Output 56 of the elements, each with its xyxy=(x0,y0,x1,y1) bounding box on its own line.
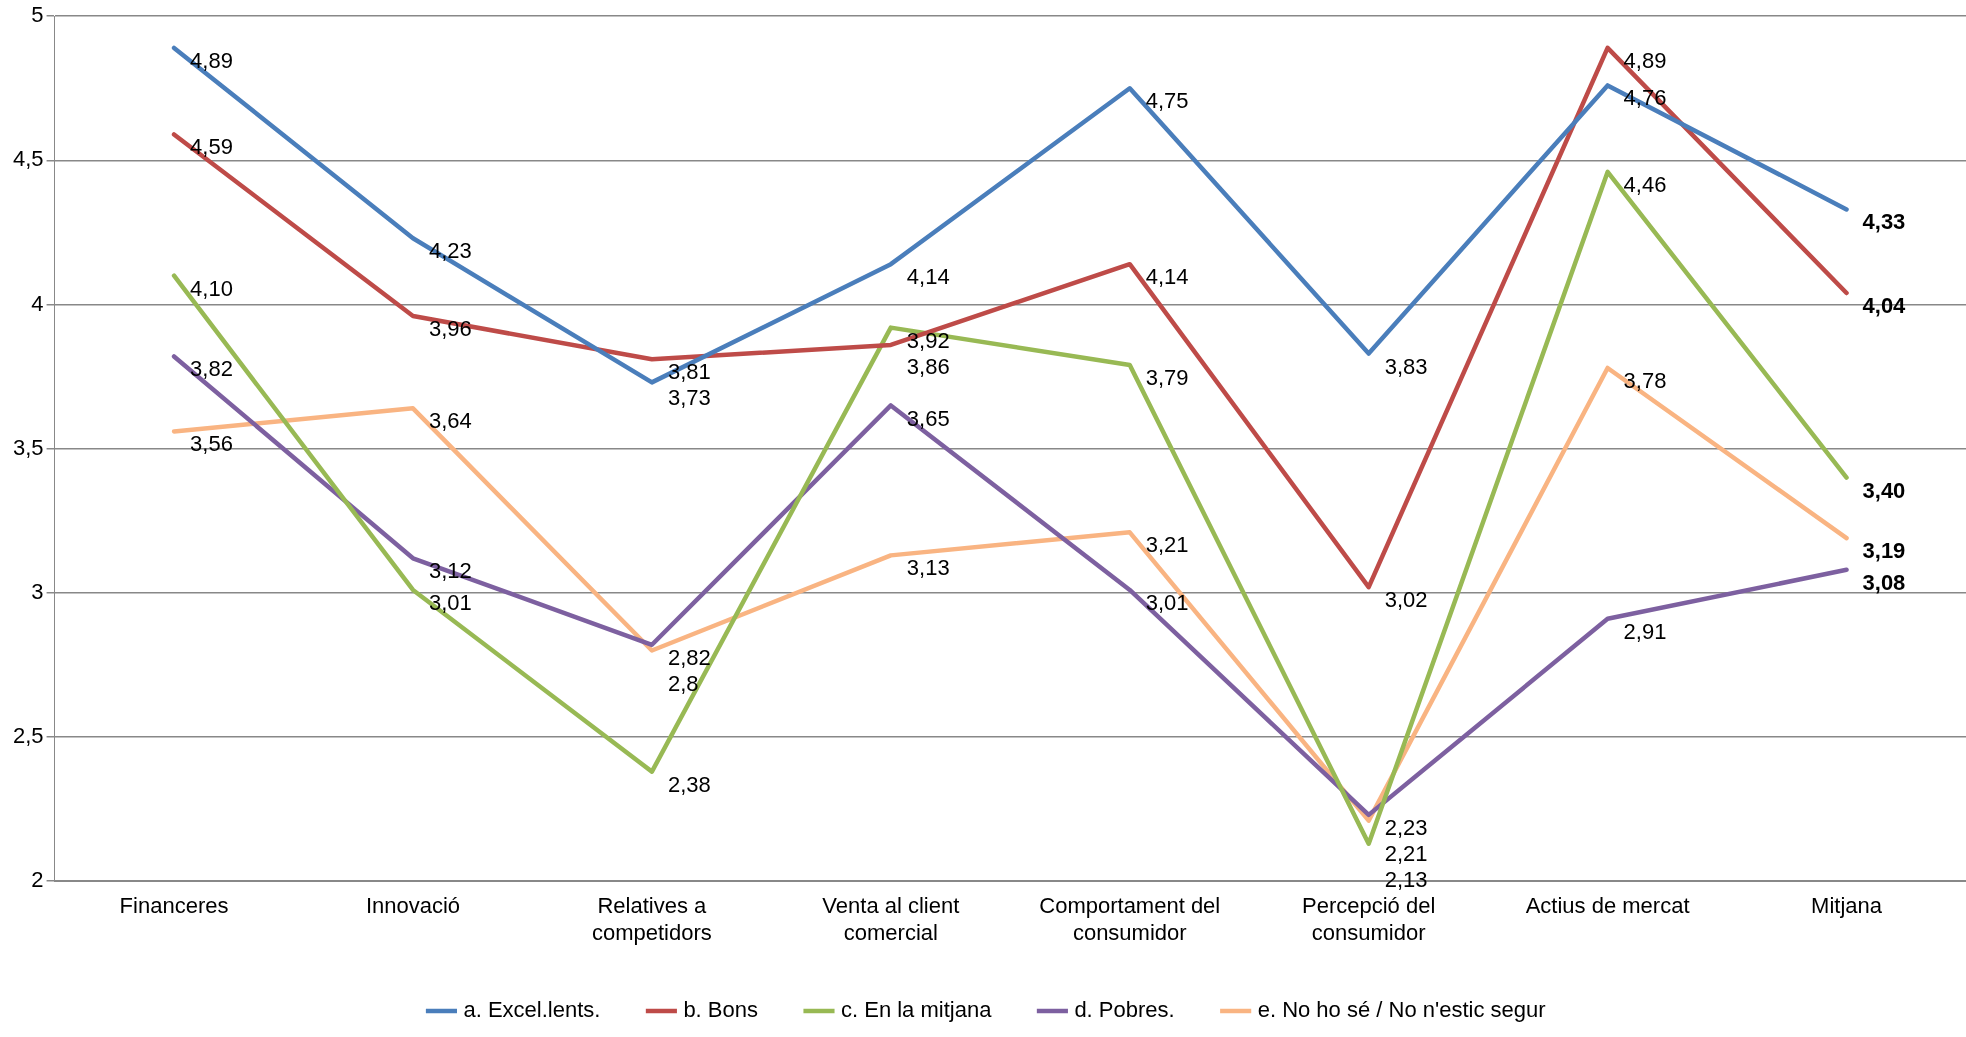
data-label: 4,89 xyxy=(190,47,233,73)
x-tick-label: Venta al client comercial xyxy=(822,893,960,945)
x-tick-label: Comportament del consumidor xyxy=(1039,893,1221,945)
y-tick-label: 3,5 xyxy=(12,434,44,460)
data-label: 4,14 xyxy=(906,264,950,290)
data-label: 2,8 xyxy=(667,670,699,696)
x-tick-label: Financeres xyxy=(119,893,229,919)
data-label: 3,65 xyxy=(906,405,950,431)
data-label: 4,75 xyxy=(1145,88,1189,114)
x-tick-label: Innovació xyxy=(365,893,461,919)
legend-label: b. Bons xyxy=(683,997,758,1023)
y-tick-label: 5 xyxy=(31,2,44,28)
y-tick-label: 4 xyxy=(31,290,44,316)
data-label: 3,01 xyxy=(428,590,472,616)
data-label: 3,21 xyxy=(1145,532,1189,558)
data-label: 4,59 xyxy=(190,134,233,160)
y-tick-label: 2,5 xyxy=(12,723,44,749)
legend-label: a. Excel.lents. xyxy=(463,997,601,1023)
x-tick-label: Mitjana xyxy=(1811,893,1883,919)
legend-label: e. No ho sé / No n'estic segur xyxy=(1257,997,1546,1023)
data-label: 4,04 xyxy=(1862,293,1907,319)
y-tick-label: 4,5 xyxy=(12,146,44,172)
data-label: 3,40 xyxy=(1862,477,1906,503)
data-label: 3,13 xyxy=(906,555,950,581)
legend-label: c. En la mitjana xyxy=(840,997,993,1023)
legend-label: d. Pobres. xyxy=(1074,997,1175,1023)
data-label: 4,14 xyxy=(1145,264,1189,290)
data-label: 3,01 xyxy=(1145,590,1189,616)
data-label: 3,81 xyxy=(667,359,711,385)
x-tick-label: Percepció del consumidor xyxy=(1302,893,1436,945)
data-label: 2,91 xyxy=(1623,618,1667,644)
y-tick-label: 2 xyxy=(31,867,44,893)
data-label: 3,83 xyxy=(1384,353,1428,379)
data-label: 2,38 xyxy=(667,771,711,797)
data-label: 2,13 xyxy=(1384,866,1428,892)
data-label: 3,56 xyxy=(190,431,233,457)
data-label: 2,23 xyxy=(1384,814,1428,840)
data-label: 3,96 xyxy=(428,316,472,342)
data-label: 3,78 xyxy=(1623,368,1667,394)
data-label: 3,64 xyxy=(428,408,472,434)
y-tick-label: 3 xyxy=(31,578,44,604)
data-label: 3,86 xyxy=(906,353,950,379)
data-label: 4,89 xyxy=(1623,47,1667,73)
data-label: 3,02 xyxy=(1384,587,1428,613)
data-label: 2,21 xyxy=(1384,840,1428,866)
x-tick-label: Relatives a competidors xyxy=(591,893,712,945)
x-tick-label: Actius de mercat xyxy=(1525,893,1690,919)
data-label: 4,46 xyxy=(1623,171,1667,197)
data-label: 3,79 xyxy=(1145,365,1189,391)
data-label: 4,10 xyxy=(190,275,233,301)
data-label: 3,82 xyxy=(190,356,233,382)
data-label: 4,33 xyxy=(1862,209,1906,235)
data-label: 3,73 xyxy=(667,385,711,411)
data-label: 2,82 xyxy=(667,644,711,670)
data-label: 3,19 xyxy=(1862,538,1906,564)
data-label: 3,08 xyxy=(1862,569,1906,595)
